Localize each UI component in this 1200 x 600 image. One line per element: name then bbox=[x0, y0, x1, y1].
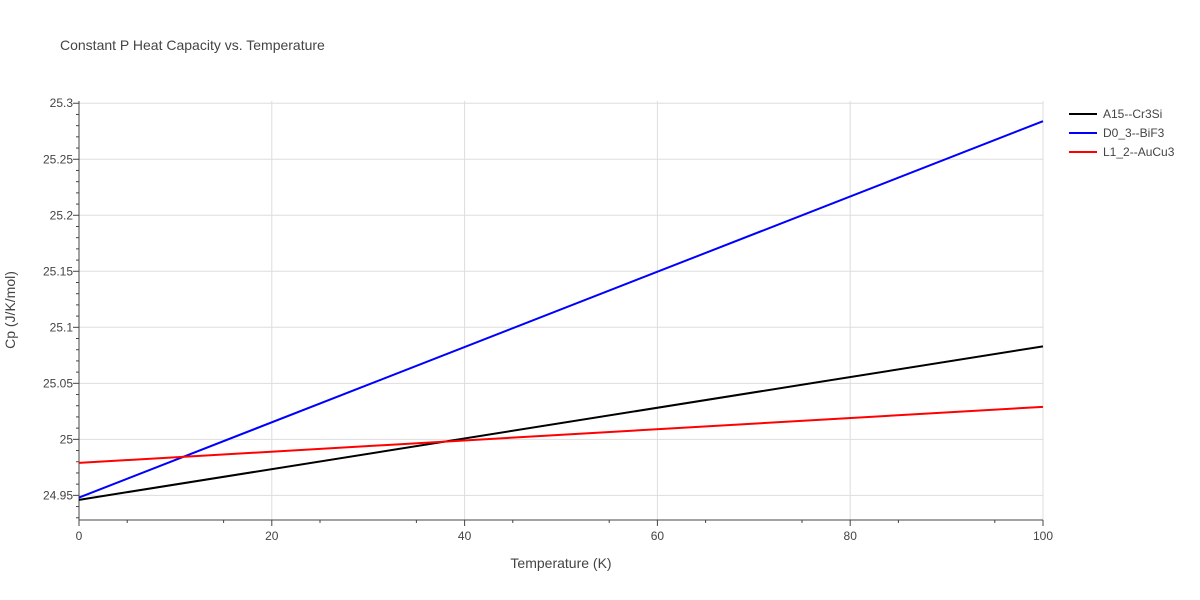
x-axis-title: Temperature (K) bbox=[510, 555, 611, 571]
series-line bbox=[78, 345, 1044, 501]
y-tick-label: 25.3 bbox=[50, 96, 74, 110]
series-line bbox=[78, 405, 1044, 464]
y-tick-label: 24.95 bbox=[43, 488, 73, 502]
x-tick-label: 40 bbox=[458, 529, 472, 543]
y-tick-label: 25.2 bbox=[50, 208, 74, 222]
legend-entry: L1_2--AuCu3 bbox=[1103, 145, 1175, 159]
x-tick-label: 60 bbox=[651, 529, 665, 543]
x-tick-label: 100 bbox=[1033, 529, 1053, 543]
x-ticks: 0 20 40 60 80 100 bbox=[76, 520, 1053, 543]
y-tick-label: 25.15 bbox=[43, 264, 73, 278]
y-tick-label: 25.1 bbox=[50, 320, 74, 334]
legend-entry: D0_3--BiF3 bbox=[1103, 126, 1165, 140]
chart-title: Constant P Heat Capacity vs. Temperature bbox=[60, 37, 325, 53]
y-ticks: 24.95 25 25.05 25.1 25.15 25.2 25.25 25.3 bbox=[43, 96, 79, 502]
y-tick-label: 25 bbox=[60, 432, 74, 446]
series-line bbox=[78, 120, 1044, 499]
grid bbox=[79, 101, 1044, 520]
series-group bbox=[78, 120, 1044, 501]
x-tick-label: 0 bbox=[76, 529, 83, 543]
legend: A15--Cr3Si D0_3--BiF3 L1_2--AuCu3 bbox=[1069, 107, 1175, 159]
legend-entry: A15--Cr3Si bbox=[1103, 107, 1162, 121]
x-tick-label: 20 bbox=[265, 529, 279, 543]
axes bbox=[78, 101, 1043, 521]
x-tick-label: 80 bbox=[844, 529, 858, 543]
y-axis-title: Cp (J/K/mol) bbox=[2, 271, 18, 349]
y-tick-label: 25.05 bbox=[43, 376, 73, 390]
y-tick-label: 25.25 bbox=[43, 152, 73, 166]
